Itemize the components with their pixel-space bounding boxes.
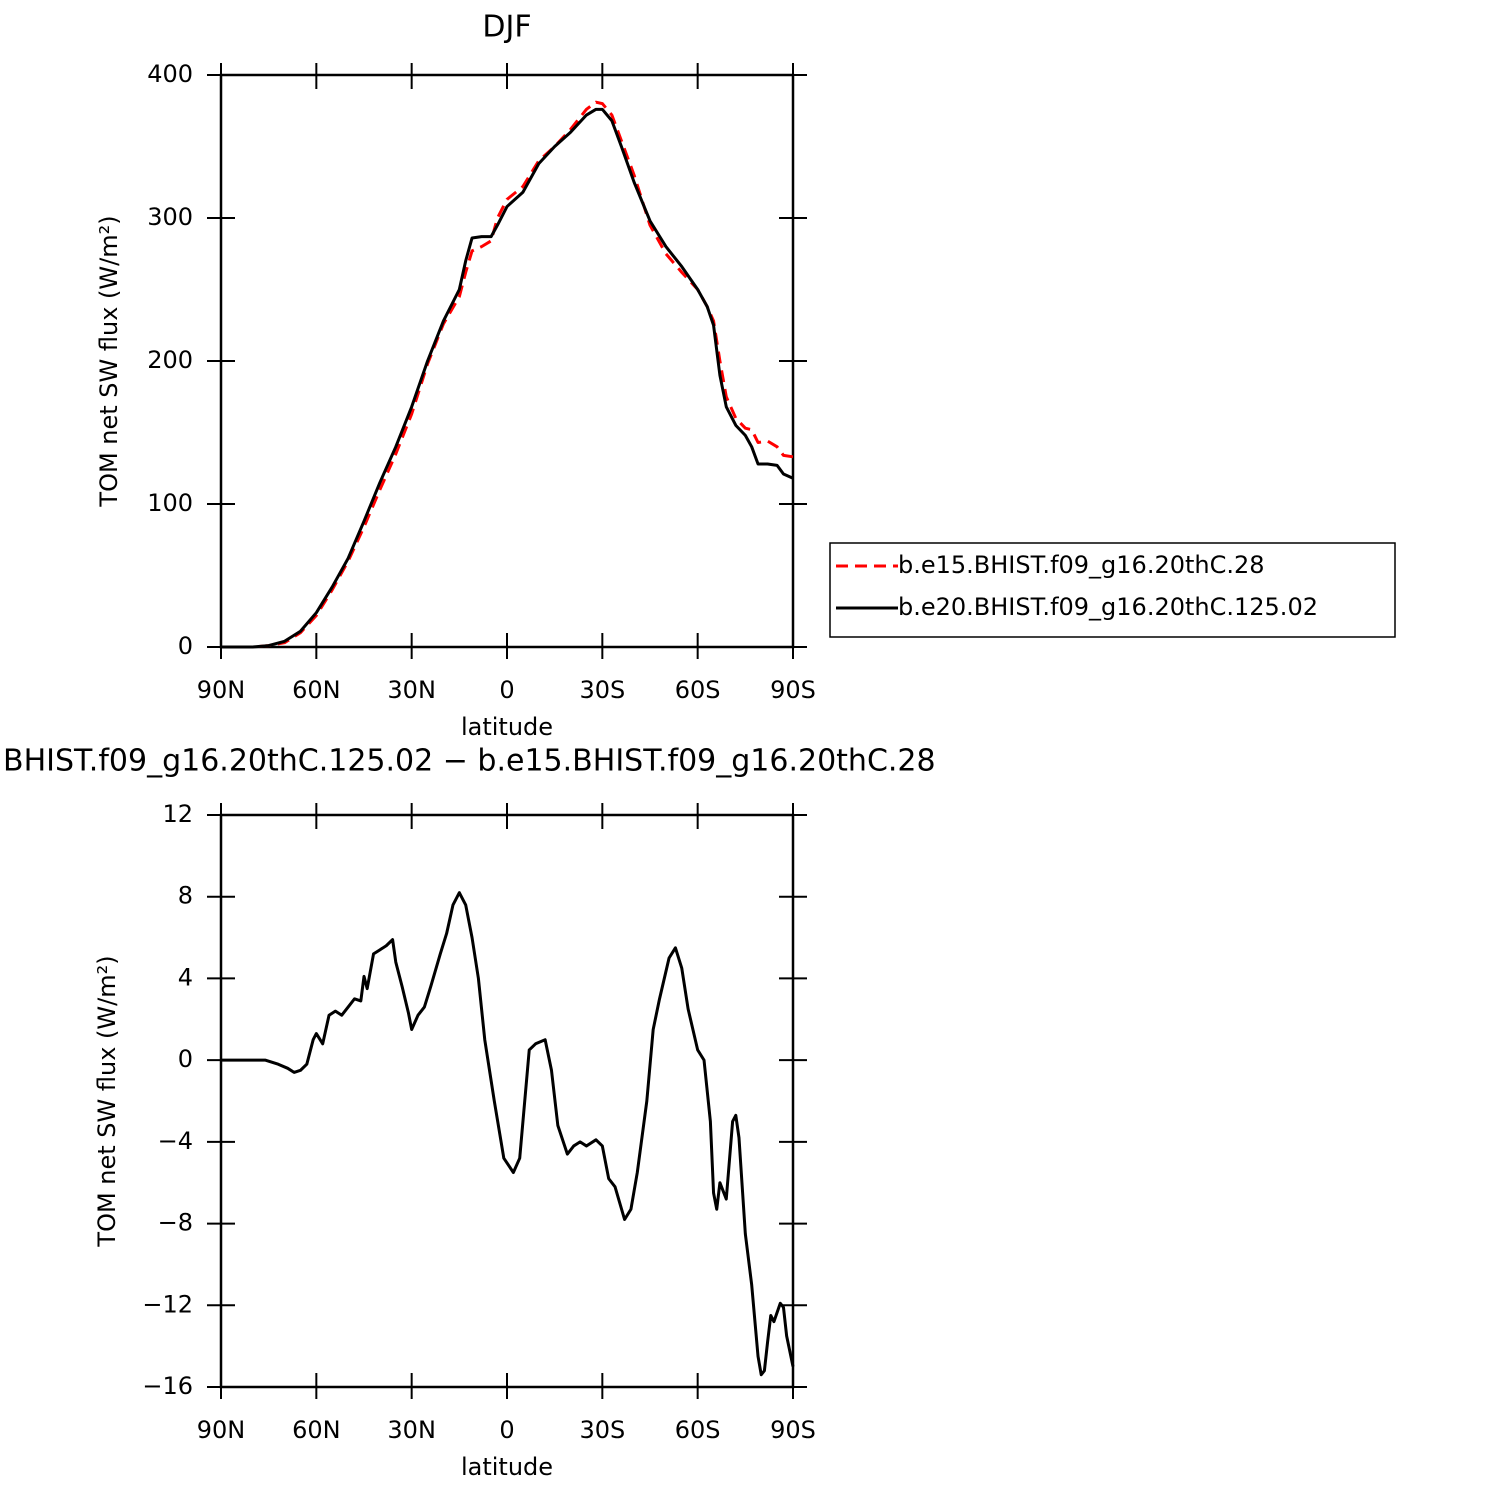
x-tick-label: 0 xyxy=(499,676,514,704)
y-tick-label: 300 xyxy=(147,203,193,231)
y-tick-label: 0 xyxy=(178,1045,193,1073)
x-tick-label: 60S xyxy=(675,676,721,704)
x-tick-label: 90S xyxy=(770,1416,816,1444)
y-tick-label: 4 xyxy=(178,963,193,991)
x-axis-label: latitude xyxy=(461,1453,553,1481)
y-tick-label: 0 xyxy=(178,632,193,660)
y-tick-label: −16 xyxy=(142,1372,193,1400)
legend-label: b.e15.BHIST.f09_g16.20thC.28 xyxy=(898,551,1265,579)
legend-box xyxy=(829,542,1396,638)
y-tick-label: −4 xyxy=(158,1127,193,1155)
x-tick-label: 90N xyxy=(197,676,246,704)
data-line xyxy=(221,107,794,649)
y-tick-label: 100 xyxy=(147,489,193,517)
x-tick-label: 60S xyxy=(675,1416,721,1444)
y-tick-label: −12 xyxy=(142,1290,193,1318)
data-line xyxy=(221,100,794,649)
plot-frame xyxy=(219,813,795,1389)
x-tick-label: 30S xyxy=(579,1416,625,1444)
x-tick-label: 90S xyxy=(770,676,816,704)
x-tick-label: 0 xyxy=(499,1416,514,1444)
x-tick-label: 30N xyxy=(387,1416,436,1444)
legend-label: b.e20.BHIST.f09_g16.20thC.125.02 xyxy=(898,593,1318,621)
y-axis-label: TOM net SW flux (W/m²) xyxy=(93,955,121,1247)
plot-frame xyxy=(219,73,795,649)
y-tick-label: 8 xyxy=(178,882,193,910)
x-tick-label: 60N xyxy=(292,676,341,704)
y-axis-label: TOM net SW flux (W/m²) xyxy=(95,215,123,507)
y-tick-label: 12 xyxy=(162,800,193,828)
chart-title: DJF xyxy=(482,10,531,45)
x-tick-label: 30N xyxy=(387,676,436,704)
x-tick-label: 90N xyxy=(197,1416,246,1444)
y-tick-label: 400 xyxy=(147,60,193,88)
y-tick-label: 200 xyxy=(147,346,193,374)
x-tick-label: 30S xyxy=(579,676,625,704)
y-tick-label: −8 xyxy=(158,1209,193,1237)
x-tick-label: 60N xyxy=(292,1416,341,1444)
data-line xyxy=(221,891,795,1377)
x-axis-label: latitude xyxy=(461,713,553,741)
chart-title: BHIST.f09_g16.20thC.125.02 − b.e15.BHIST… xyxy=(3,744,936,779)
